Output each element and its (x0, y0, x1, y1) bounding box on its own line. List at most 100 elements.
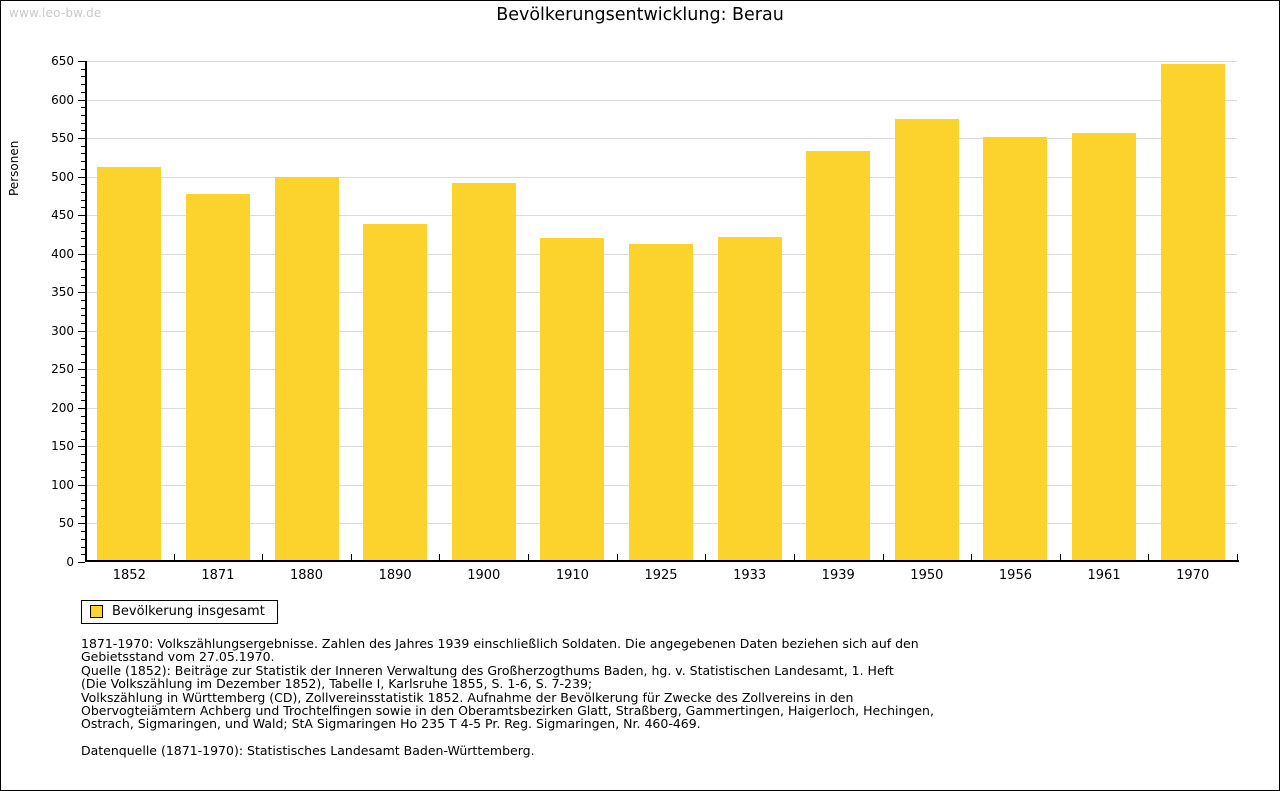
bar (363, 224, 428, 562)
bar (185, 193, 250, 562)
y-minor-tick (81, 161, 85, 163)
chart-title: Bevölkerungsentwicklung: Berau (496, 5, 784, 25)
y-minor-tick (81, 122, 85, 124)
y-minor-tick (81, 130, 85, 132)
y-minor-tick (81, 353, 85, 355)
y-minor-tick (81, 222, 85, 224)
y-minor-tick (81, 361, 85, 363)
gridline (85, 61, 1237, 62)
y-minor-tick (81, 500, 85, 502)
y-major-tick (78, 484, 85, 486)
y-minor-tick (81, 461, 85, 463)
footnote-line: (Die Volkszählung im Dezember 1852), Tab… (81, 676, 593, 692)
footnote-line: Ostrach, Sigmaringen, und Wald; StA Sigm… (81, 716, 701, 732)
y-minor-tick (81, 384, 85, 386)
y-minor-tick (81, 438, 85, 440)
y-minor-tick (81, 299, 85, 301)
watermark: www.leo-bw.de (9, 6, 102, 20)
x-boundary-tick (705, 554, 707, 560)
footnote-line: Volkszählung in Württemberg (CD), Zollve… (81, 689, 854, 705)
y-tick-label: 350 (51, 285, 74, 300)
y-minor-tick (81, 538, 85, 540)
bar (717, 236, 782, 562)
y-minor-tick (81, 238, 85, 240)
y-major-tick (78, 253, 85, 255)
legend: Bevölkerung insgesamt (81, 600, 278, 624)
y-minor-tick (81, 269, 85, 271)
y-minor-tick (81, 153, 85, 155)
y-minor-tick (81, 91, 85, 93)
y-major-tick (78, 215, 85, 217)
y-minor-tick (81, 276, 85, 278)
y-minor-tick (81, 554, 85, 556)
x-axis-line (85, 560, 1239, 562)
y-major-tick (78, 407, 85, 409)
bar (894, 118, 959, 562)
x-boundary-tick (1148, 554, 1150, 560)
y-axis-label: Personen (7, 140, 21, 196)
x-tick-label: 1956 (998, 568, 1032, 583)
x-boundary-tick (350, 554, 352, 560)
x-tick-label: 1900 (467, 568, 501, 583)
y-minor-tick (81, 245, 85, 247)
y-tick-label: 300 (51, 323, 74, 338)
y-minor-tick (81, 315, 85, 317)
y-tick-label: 250 (51, 362, 74, 377)
legend-swatch (90, 605, 103, 618)
y-tick-label: 150 (51, 439, 74, 454)
x-boundary-tick (1059, 554, 1061, 560)
y-major-tick (78, 292, 85, 294)
y-tick-label: 50 (58, 516, 74, 531)
y-minor-tick (81, 145, 85, 147)
y-tick-label: 500 (51, 169, 74, 184)
y-minor-tick (81, 284, 85, 286)
y-minor-tick (81, 192, 85, 194)
y-tick-label: 600 (51, 92, 74, 107)
legend-label: Bevölkerung insgesamt (112, 604, 265, 619)
gridline (85, 176, 1237, 178)
y-tick-label: 400 (51, 246, 74, 261)
x-tick-label: 1852 (112, 568, 146, 583)
y-minor-tick (81, 168, 85, 170)
x-boundary-tick (528, 554, 530, 560)
plot-area: 0 50 100 150 200 250 300 350 400 450 500 550 600 650 1… (51, 54, 1239, 583)
x-tick-label: 1880 (289, 568, 324, 583)
y-minor-tick (81, 261, 85, 263)
x-tick-label: 1970 (1176, 568, 1210, 583)
y-major-tick (78, 446, 85, 448)
footnote-line: Obervogteiämtern Achberg und Trochtelfin… (81, 703, 934, 719)
x-tick-label: 1950 (910, 568, 944, 583)
y-minor-tick (81, 84, 85, 86)
y-minor-tick (81, 423, 85, 425)
x-boundary-tick (173, 554, 175, 560)
y-major-tick (78, 330, 85, 332)
y-minor-tick (81, 415, 85, 417)
y-major-tick (78, 99, 85, 101)
gridline (85, 99, 1237, 101)
y-minor-tick (81, 307, 85, 309)
y-tick-label: 0 (66, 555, 74, 569)
footnote-line: Quelle (1852): Beiträge zur Statistik de… (81, 662, 894, 678)
y-minor-tick (81, 392, 85, 394)
x-boundary-tick (85, 554, 86, 560)
y-minor-tick (81, 338, 85, 340)
x-tick-label: 1871 (201, 568, 235, 583)
x-tick-label: 1939 (821, 568, 855, 583)
y-minor-tick (81, 230, 85, 232)
bar (806, 151, 871, 562)
y-minor-tick (81, 531, 85, 533)
footnotes: 1871-1970: Volkszählungsergebnisse. Zahl… (81, 636, 1201, 758)
bar (1072, 133, 1137, 562)
x-boundary-tick (439, 554, 441, 560)
y-minor-tick (81, 508, 85, 510)
y-minor-tick (81, 430, 85, 432)
x-boundary-tick (882, 554, 884, 560)
x-tick-label: 1933 (733, 568, 767, 583)
y-tick-label: 650 (51, 54, 74, 68)
bar (97, 166, 162, 562)
y-minor-tick (81, 323, 85, 325)
footnote-line: 1871-1970: Volkszählungsergebnisse. Zahl… (81, 636, 919, 651)
y-minor-tick (81, 515, 85, 517)
y-major-tick (78, 369, 85, 371)
